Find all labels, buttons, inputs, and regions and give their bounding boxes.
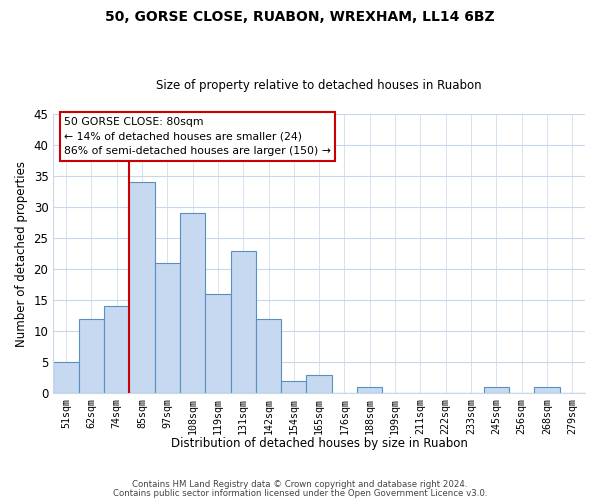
X-axis label: Distribution of detached houses by size in Ruabon: Distribution of detached houses by size …	[171, 437, 467, 450]
Bar	[129, 182, 155, 394]
Bar	[205, 294, 230, 394]
Y-axis label: Number of detached properties: Number of detached properties	[15, 160, 28, 346]
Text: 50, GORSE CLOSE, RUABON, WREXHAM, LL14 6BZ: 50, GORSE CLOSE, RUABON, WREXHAM, LL14 6…	[105, 10, 495, 24]
Bar	[256, 319, 281, 394]
Title: Size of property relative to detached houses in Ruabon: Size of property relative to detached ho…	[157, 79, 482, 92]
Bar	[535, 387, 560, 394]
Bar	[180, 214, 205, 394]
Bar	[357, 387, 382, 394]
Bar	[484, 387, 509, 394]
Bar	[307, 374, 332, 394]
Text: 50 GORSE CLOSE: 80sqm
← 14% of detached houses are smaller (24)
86% of semi-deta: 50 GORSE CLOSE: 80sqm ← 14% of detached …	[64, 117, 331, 156]
Text: Contains public sector information licensed under the Open Government Licence v3: Contains public sector information licen…	[113, 490, 487, 498]
Text: Contains HM Land Registry data © Crown copyright and database right 2024.: Contains HM Land Registry data © Crown c…	[132, 480, 468, 489]
Bar	[281, 381, 307, 394]
Bar	[53, 362, 79, 394]
Bar	[104, 306, 129, 394]
Bar	[79, 319, 104, 394]
Bar	[230, 250, 256, 394]
Bar	[155, 263, 180, 394]
